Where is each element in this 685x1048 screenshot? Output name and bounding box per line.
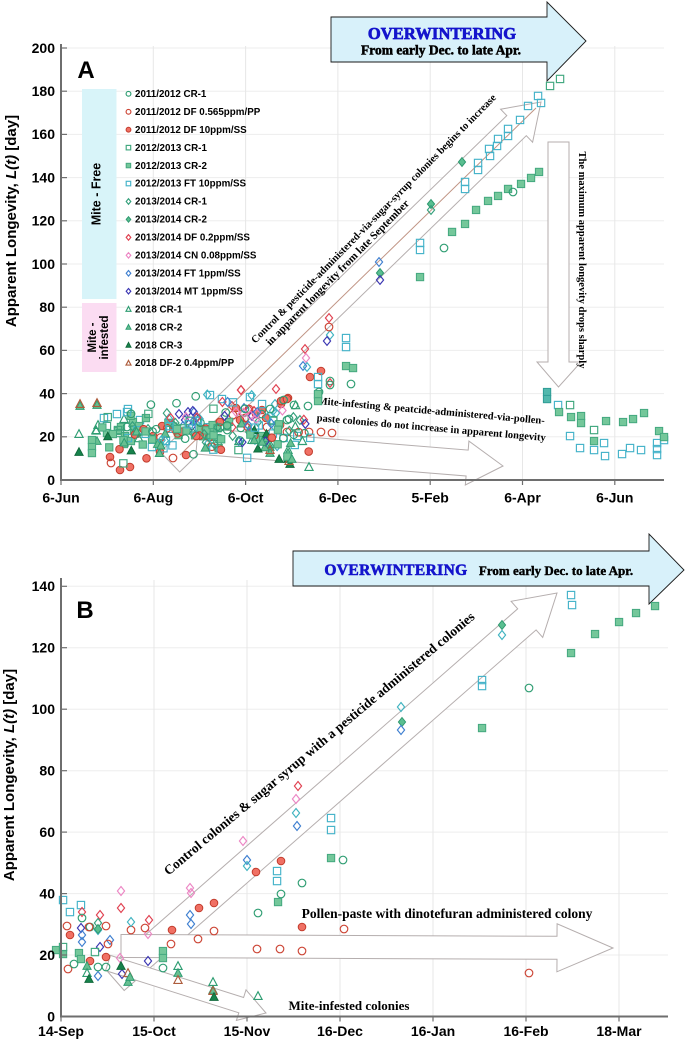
svg-text:6-Aug: 6-Aug [133,490,173,506]
svg-text:18-Mar: 18-Mar [596,1023,642,1039]
svg-text:Mite -: Mite - [87,322,99,352]
svg-text:100: 100 [32,256,56,272]
svg-text:6-Dec: 6-Dec [319,490,357,506]
svg-text:120: 120 [32,213,56,229]
svg-text:14-Sep: 14-Sep [38,1023,84,1039]
svg-text:Apparent Longevity, L(t) [day: Apparent Longevity, L(t) [day] [1,669,18,881]
svg-text:40: 40 [39,885,55,901]
svg-text:160: 160 [32,126,56,142]
svg-text:OVERWINTERING: OVERWINTERING [368,24,516,43]
svg-text:infested: infested [99,315,111,359]
svg-text:20: 20 [39,947,55,963]
svg-text:2018 DF-2 0.4ppm/PP: 2018 DF-2 0.4ppm/PP [135,358,235,369]
svg-text:Apparent Longevity, L(t) [day: Apparent Longevity, L(t) [day] [3,115,20,327]
svg-text:5-Feb: 5-Feb [412,490,449,506]
svg-text:16-Feb: 16-Feb [503,1023,548,1039]
svg-text:120: 120 [32,640,56,656]
svg-text:200: 200 [32,40,56,56]
svg-text:6-Jun: 6-Jun [42,490,79,506]
svg-text:100: 100 [32,701,56,717]
svg-text:6-Jun: 6-Jun [596,490,633,506]
svg-text:2013/2014 CN 0.08ppm/SS: 2013/2014 CN 0.08ppm/SS [135,251,257,262]
svg-text:80: 80 [39,763,55,779]
svg-text:6-Oct: 6-Oct [228,490,264,506]
svg-text:B: B [76,597,93,624]
svg-text:The maximum apparent longevity: The maximum apparent longevity drops sha… [576,152,587,370]
svg-text:15-Nov: 15-Nov [224,1023,271,1039]
svg-text:Mite - Free: Mite - Free [90,163,104,226]
svg-text:2018 CR-3: 2018 CR-3 [135,340,183,351]
svg-text:Pollen-paste with dinotefuran: Pollen-paste with dinotefuran administer… [302,906,593,921]
svg-text:From early Dec. to late Apr.: From early Dec. to late Apr. [361,43,521,58]
svg-text:2011/2012 DF 10ppm/SS: 2011/2012 DF 10ppm/SS [135,125,247,136]
svg-text:40: 40 [39,385,55,401]
svg-text:16-Dec: 16-Dec [317,1023,363,1039]
svg-text:140: 140 [32,169,56,185]
svg-text:2013/2014 MT 1ppm/SS: 2013/2014 MT 1ppm/SS [135,286,243,297]
svg-text:A: A [77,57,94,84]
svg-text:2012/2013 CR-1: 2012/2013 CR-1 [135,143,207,154]
svg-text:80: 80 [39,299,55,315]
svg-text:From early Dec. to late Apr.: From early Dec. to late Apr. [479,563,633,578]
svg-text:60: 60 [39,342,55,358]
svg-text:0: 0 [47,472,55,488]
svg-text:Mite-infested colonies: Mite-infested colonies [289,998,410,1013]
svg-text:2013/2014 FT 1ppm/SS: 2013/2014 FT 1ppm/SS [135,269,241,280]
svg-text:60: 60 [39,824,55,840]
svg-text:6-Apr: 6-Apr [504,490,541,506]
svg-text:2013/2014 CR-2: 2013/2014 CR-2 [135,215,207,226]
svg-text:OVERWINTERING: OVERWINTERING [324,562,467,579]
svg-text:2011/2012 CR-1: 2011/2012 CR-1 [135,89,207,100]
svg-text:180: 180 [32,83,56,99]
svg-text:16-Jan: 16-Jan [411,1023,455,1039]
svg-text:2018 CR-2: 2018 CR-2 [135,322,183,333]
svg-text:0: 0 [47,1008,55,1024]
svg-text:2012/2013 FT 10ppm/SS: 2012/2013 FT 10ppm/SS [135,179,247,190]
svg-text:2013/2014 CR-1: 2013/2014 CR-1 [135,197,207,208]
svg-text:20: 20 [39,429,55,445]
svg-text:2011/2012 DF 0.565ppm/PP: 2011/2012 DF 0.565ppm/PP [135,107,261,118]
svg-text:15-Oct: 15-Oct [132,1023,176,1039]
svg-text:2013/2014 DF 0.2ppm/SS: 2013/2014 DF 0.2ppm/SS [135,233,250,244]
svg-text:2012/2013 CR-2: 2012/2013 CR-2 [135,161,207,172]
svg-text:2018 CR-1: 2018 CR-1 [135,304,183,315]
svg-text:140: 140 [32,578,56,594]
